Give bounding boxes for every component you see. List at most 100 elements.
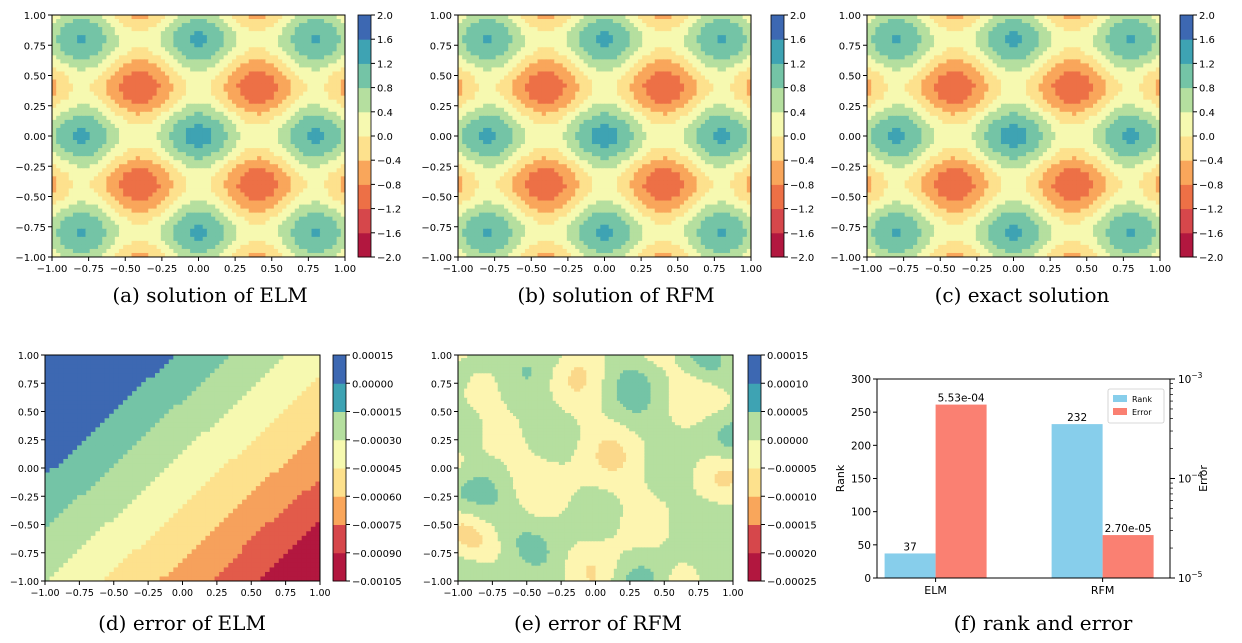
heatmap-cell — [495, 15, 501, 20]
heatmap-cell — [56, 140, 61, 145]
heatmap-cell — [102, 148, 108, 153]
heatmap-cell — [68, 99, 74, 105]
heatmap-cell — [194, 83, 200, 89]
heatmap-cell — [273, 220, 279, 226]
heatmap-cell — [231, 39, 237, 44]
heatmap-cell — [566, 43, 572, 48]
heatmap-cell — [319, 180, 325, 185]
heatmap-cell — [257, 168, 262, 173]
heatmap-cell — [286, 51, 292, 56]
heatmap-cell — [148, 131, 154, 137]
heatmap-cell — [215, 27, 221, 32]
heatmap-cell — [52, 123, 57, 129]
heatmap-cell — [211, 248, 216, 254]
heatmap-cell — [617, 47, 622, 52]
heatmap-cell — [290, 156, 296, 161]
heatmap-cell — [206, 224, 212, 230]
heatmap-cell — [269, 160, 275, 165]
heatmap-cell — [190, 95, 195, 101]
heatmap-cell — [60, 119, 66, 125]
heatmap-cell — [248, 184, 254, 190]
heatmap-cell — [152, 176, 158, 181]
heatmap-cell — [206, 91, 212, 97]
heatmap-cell — [248, 240, 254, 246]
heatmap-cell — [52, 216, 57, 222]
heatmap-cell — [265, 200, 271, 206]
heatmap-cell — [575, 19, 580, 24]
heatmap-cell — [181, 67, 187, 73]
heatmap-cell — [177, 232, 183, 238]
heatmap-cell — [223, 59, 229, 64]
heatmap-cell — [261, 27, 267, 32]
heatmap-cell — [202, 59, 208, 64]
heatmap-cell — [499, 51, 505, 56]
heatmap-cell — [227, 119, 233, 125]
heatmap-cell — [110, 180, 116, 185]
heatmap-cell — [148, 152, 154, 157]
heatmap-cell — [240, 119, 246, 125]
heatmap-cell — [294, 192, 300, 198]
heatmap-cell — [324, 83, 329, 89]
heatmap-cell — [227, 55, 233, 60]
heatmap-cell — [206, 51, 212, 56]
heatmap-cell — [190, 228, 195, 234]
heatmap-cell — [591, 43, 597, 48]
heatmap-cell — [319, 176, 325, 181]
heatmap-cell — [261, 252, 267, 257]
heatmap-cell — [89, 208, 95, 214]
heatmap-cell — [202, 119, 208, 125]
heatmap-cell — [311, 71, 317, 77]
heatmap-cell — [190, 35, 195, 40]
heatmap-cell — [282, 244, 287, 250]
heatmap-cell — [244, 196, 250, 202]
heatmap-cell — [110, 160, 116, 165]
heatmap-cell — [152, 107, 158, 113]
heatmap-cell — [303, 236, 308, 242]
heatmap-cell — [240, 252, 246, 257]
heatmap-cell — [303, 127, 308, 133]
heatmap-cell — [231, 144, 237, 149]
heatmap-cell — [591, 47, 597, 52]
heatmap-cell — [236, 23, 241, 28]
heatmap-cell — [637, 39, 643, 44]
heatmap-cell — [123, 232, 128, 238]
heatmap-cell — [311, 140, 317, 145]
heatmap-cell — [629, 39, 635, 44]
heatmap-cell — [148, 63, 154, 69]
heatmap-cell — [315, 200, 321, 206]
heatmap-cell — [72, 67, 78, 73]
heatmap-cell — [311, 67, 317, 73]
heatmap-cell — [466, 19, 472, 24]
heatmap-cell — [340, 152, 345, 157]
heatmap-cell — [298, 127, 304, 133]
heatmap-cell — [198, 43, 204, 48]
heatmap-cell — [211, 39, 216, 44]
heatmap-cell — [160, 180, 166, 185]
heatmap-cell — [257, 228, 262, 234]
heatmap-cell — [273, 136, 279, 141]
heatmap-cell — [223, 83, 229, 89]
heatmap-cell — [127, 240, 133, 246]
heatmap-cell — [663, 47, 668, 52]
heatmap-cell — [169, 15, 174, 20]
heatmap-cell — [265, 63, 271, 69]
colorbar-tick-label: −1.2 — [377, 205, 401, 216]
heatmap-cell — [185, 184, 191, 190]
heatmap-cell — [110, 176, 116, 181]
heatmap-cell — [118, 87, 124, 93]
heatmap-cell — [139, 204, 145, 210]
heatmap-cell — [60, 127, 66, 133]
heatmap-cell — [110, 140, 116, 145]
heatmap-cell — [738, 19, 744, 24]
heatmap-cell — [202, 51, 208, 56]
heatmap-cell — [106, 252, 112, 257]
heatmap-cell — [278, 180, 283, 185]
heatmap-cell — [298, 27, 304, 32]
heatmap-cell — [269, 71, 275, 77]
heatmap-cell — [294, 83, 300, 89]
heatmap-cell — [265, 55, 271, 60]
heatmap-cell — [257, 47, 262, 52]
heatmap-cell — [60, 172, 66, 177]
heatmap-cell — [131, 43, 137, 48]
heatmap-cell — [458, 39, 463, 44]
